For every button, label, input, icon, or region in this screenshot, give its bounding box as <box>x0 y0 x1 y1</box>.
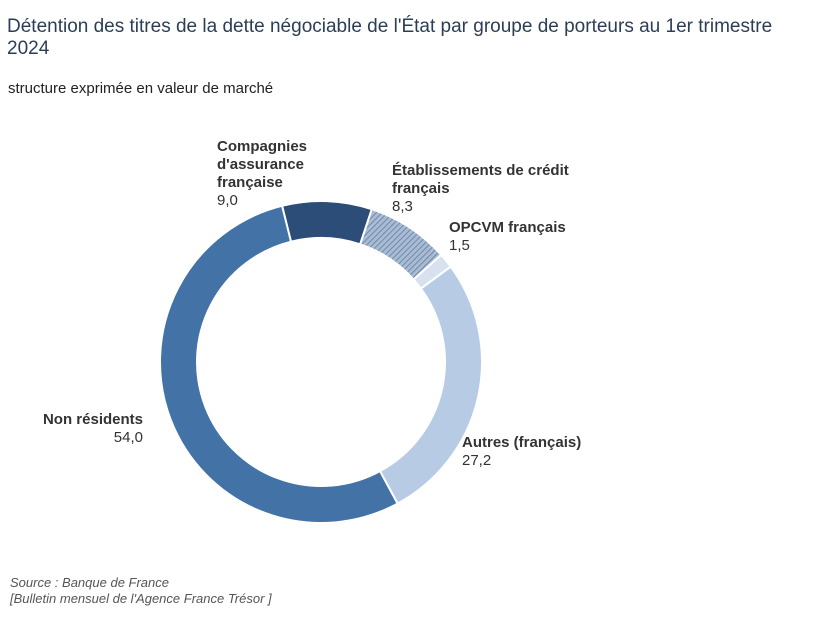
slices-group <box>159 200 483 524</box>
slice-value-label: 8,3 <box>392 198 413 215</box>
chart-subtitle: structure exprimée en valeur de marché <box>8 80 274 97</box>
slice-label-name: Établissements de crédit <box>392 162 569 179</box>
slice-label-name: français <box>392 180 450 197</box>
donut-slice-4 <box>159 204 399 524</box>
slice-label-name: d'assurance <box>217 156 304 173</box>
chart-title: Détention des titres de la dette négocia… <box>7 16 773 59</box>
slice-label-2: OPCVM français 1,5 <box>449 219 566 254</box>
labels-group: Compagnies d'assurance française 9,0 Établis… <box>43 138 581 469</box>
source-line: Source : Banque de France <box>10 575 169 590</box>
slice-value-label: 27,2 <box>462 452 491 469</box>
slice-label-name: Compagnies <box>217 138 307 155</box>
donut-slice-0 <box>280 200 374 246</box>
slice-value-label: 54,0 <box>114 429 143 446</box>
slice-value-label: 9,0 <box>217 192 238 209</box>
slice-label-name: Non résidents <box>43 411 143 428</box>
slice-label-name: OPCVM français <box>449 219 566 236</box>
slice-value-label: 1,5 <box>449 237 470 254</box>
slice-label-4: Non résidents 54,0 <box>43 411 143 446</box>
slice-label-3: Autres (français) 27,2 <box>462 434 581 469</box>
slice-label-1: Établissements de crédit français 8,3 <box>392 162 569 215</box>
slice-label-0: Compagnies d'assurance française 9,0 <box>217 138 307 209</box>
slice-label-name: française <box>217 174 283 191</box>
bulletin-line: [Bulletin mensuel de l'Agence France Tré… <box>10 591 272 606</box>
slice-label-name: Autres (français) <box>462 434 581 451</box>
source-note: Source : Banque de France [Bulletin mens… <box>10 575 272 607</box>
